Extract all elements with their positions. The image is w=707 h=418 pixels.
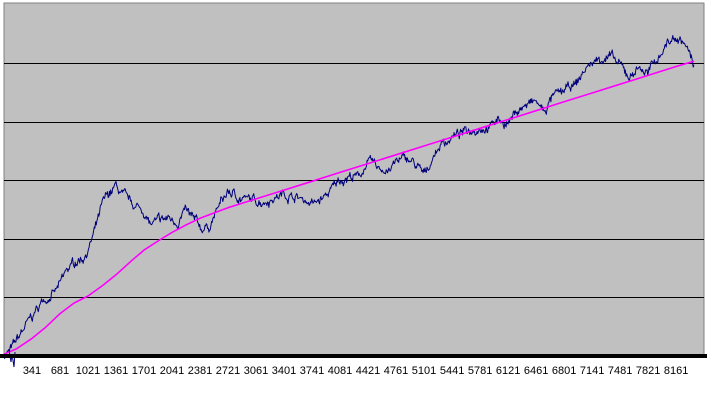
- x-tick-label-5: 1701: [132, 365, 156, 377]
- x-tick-label-22: 7481: [608, 365, 632, 377]
- x-tick-label-9: 3061: [244, 365, 268, 377]
- x-axis-tick-labels: 341 681 1021 1361 1701 2041 2381 2721 3061 3401 37…: [23, 365, 689, 377]
- x-tick-label-10: 3401: [272, 365, 296, 377]
- x-tick-label-19: 6461: [524, 365, 548, 377]
- series-layer: [3, 35, 695, 360]
- x-tick-label-24: 8161: [664, 365, 688, 377]
- x-tick-label-11: 3741: [300, 365, 324, 377]
- plot-area: [3, 2, 705, 357]
- x-tick-label-12: 4081: [328, 365, 352, 377]
- x-tick-label-15: 5101: [412, 365, 436, 377]
- x-tick-label-13: 4421: [356, 365, 380, 377]
- x-tick-label-8: 2721: [216, 365, 240, 377]
- x-tick-label-6: 2041: [160, 365, 184, 377]
- series-line-1: [3, 35, 695, 360]
- x-tick-label-2: 681: [51, 365, 69, 377]
- x-tick-label-1: 341: [23, 365, 41, 377]
- x-tick-label-4: 1361: [104, 365, 128, 377]
- x-tick-label-16: 5441: [440, 365, 464, 377]
- x-tick-label-21: 7141: [580, 365, 604, 377]
- x-tick-label-17: 5781: [468, 365, 492, 377]
- x-tick-label-3: 1021: [76, 365, 100, 377]
- x-tick-label-20: 6801: [552, 365, 576, 377]
- gridlines: [4, 63, 704, 298]
- x-tick-label-23: 7821: [636, 365, 660, 377]
- series-line-2: [3, 60, 695, 355]
- x-tick-label-7: 2381: [188, 365, 212, 377]
- x-tick-label-18: 6121: [496, 365, 520, 377]
- x-tick-label-14: 4761: [384, 365, 408, 377]
